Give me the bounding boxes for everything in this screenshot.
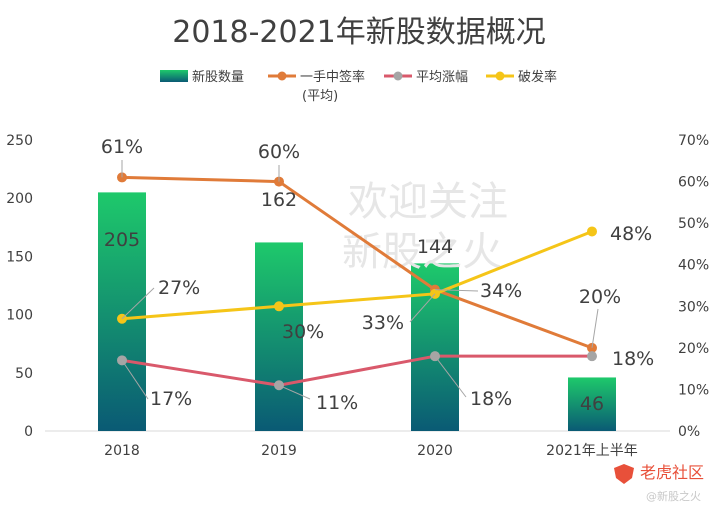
y-axis-left: 0 50 100 150 200 250 [6,133,33,440]
bar-label-3: 46 [580,393,604,415]
author-handle: @新股之火 [646,489,701,503]
x-tick-3: 2021年上半年 [546,443,638,459]
y-left-tick-0: 0 [24,424,33,440]
legend-marker-avg-gain [393,71,403,81]
y-left-tick-2: 100 [6,308,33,324]
break-rate-label-3: 48% [610,223,652,245]
success-rate-label-2-leader [434,289,479,292]
y-left-tick-4: 200 [6,191,33,207]
legend-label-bar: 新股数量 [192,69,244,85]
legend-marker-success-rate [277,71,287,81]
break-rate-label-2: 33% [362,312,404,334]
legend-label-avg-gain: 平均涨幅 [416,70,468,85]
point-s3-1 [274,301,284,312]
break-rate-label-1: 30% [282,321,324,343]
success-rate-label-2: 34% [480,280,522,302]
data-labels: 205 162 144 46 61% 60% 34% 20% 17% 11% 18% 18% 27% 30… [101,136,654,415]
break-rate-label-2-leader [409,293,436,323]
avg-gain-label-2: 18% [470,388,512,410]
avg-gain-label-1-leader [278,384,311,400]
avg-gain-label-2-leader [434,355,467,398]
y-right-tick-4: 40% [678,258,709,274]
y-left-tick-3: 150 [6,249,33,265]
y-left-tick-1: 50 [15,366,33,382]
success-rate-label-3: 20% [579,286,621,308]
bar-0 [98,192,146,431]
x-tick-0: 2018 [104,443,140,459]
watermark: 欢迎关注 新股之火 [342,179,508,275]
avg-gain-label-0-leader [121,360,149,400]
x-tick-1: 2019 [261,443,297,459]
y-right-tick-1: 10% [678,382,709,398]
success-rate-label-3-leader [591,308,599,348]
watermark-line-1: 欢迎关注 [348,179,508,225]
legend-label-success-rate-sub: (平均) [302,89,338,104]
point-s2-3 [587,351,597,362]
legend-swatch-bar [160,70,188,82]
chart-title: 2018-2021年新股数据概况 [172,15,546,50]
break-rate-label-0-leader [121,287,155,320]
success-rate-label-0: 61% [101,136,143,158]
tiger-logo-icon [614,464,634,484]
y-right-tick-5: 50% [678,216,709,232]
avg-gain-label-0: 17% [150,388,192,410]
y-right-tick-3: 30% [678,299,709,315]
avg-gain-label-3: 18% [612,348,654,370]
line-series-1 [121,175,593,350]
y-axis-right: 0% 10% 20% 30% 40% 50% 60% 70% [678,133,709,440]
success-rate-label-1: 60% [258,141,300,163]
point-s3-3 [587,226,597,237]
y-right-tick-2: 20% [678,341,709,357]
y-right-tick-7: 70% [678,133,709,149]
y-left-tick-5: 250 [6,133,33,149]
bar-1 [255,242,303,431]
legend-label-success-rate: 一手中签率 [300,69,365,85]
line-series-3 [121,230,593,321]
brand-name: 老虎社区 [640,463,704,482]
legend-label-break-rate: 破发率 [518,69,557,85]
y-right-tick-6: 60% [678,175,709,191]
break-rate-label-0: 27% [158,277,200,299]
footer: 老虎社区 @新股之火 [614,463,704,503]
watermark-line-2: 新股之火 [342,229,502,275]
x-tick-2: 2020 [417,443,453,459]
y-right-tick-0: 0% [678,424,700,440]
bar-label-1: 162 [261,189,297,211]
line-series-2 [121,354,592,387]
bar-3 [568,377,616,431]
bar-label-2: 144 [417,236,453,258]
legend-marker-break-rate [495,71,505,81]
x-axis: 2018 2019 2020 2021年上半年 [104,443,638,459]
bar-label-0: 205 [104,229,140,251]
legend: 新股数量 一手中签率 (平均) 平均涨幅 破发率 [160,69,557,104]
avg-gain-label-1: 11% [316,392,358,414]
